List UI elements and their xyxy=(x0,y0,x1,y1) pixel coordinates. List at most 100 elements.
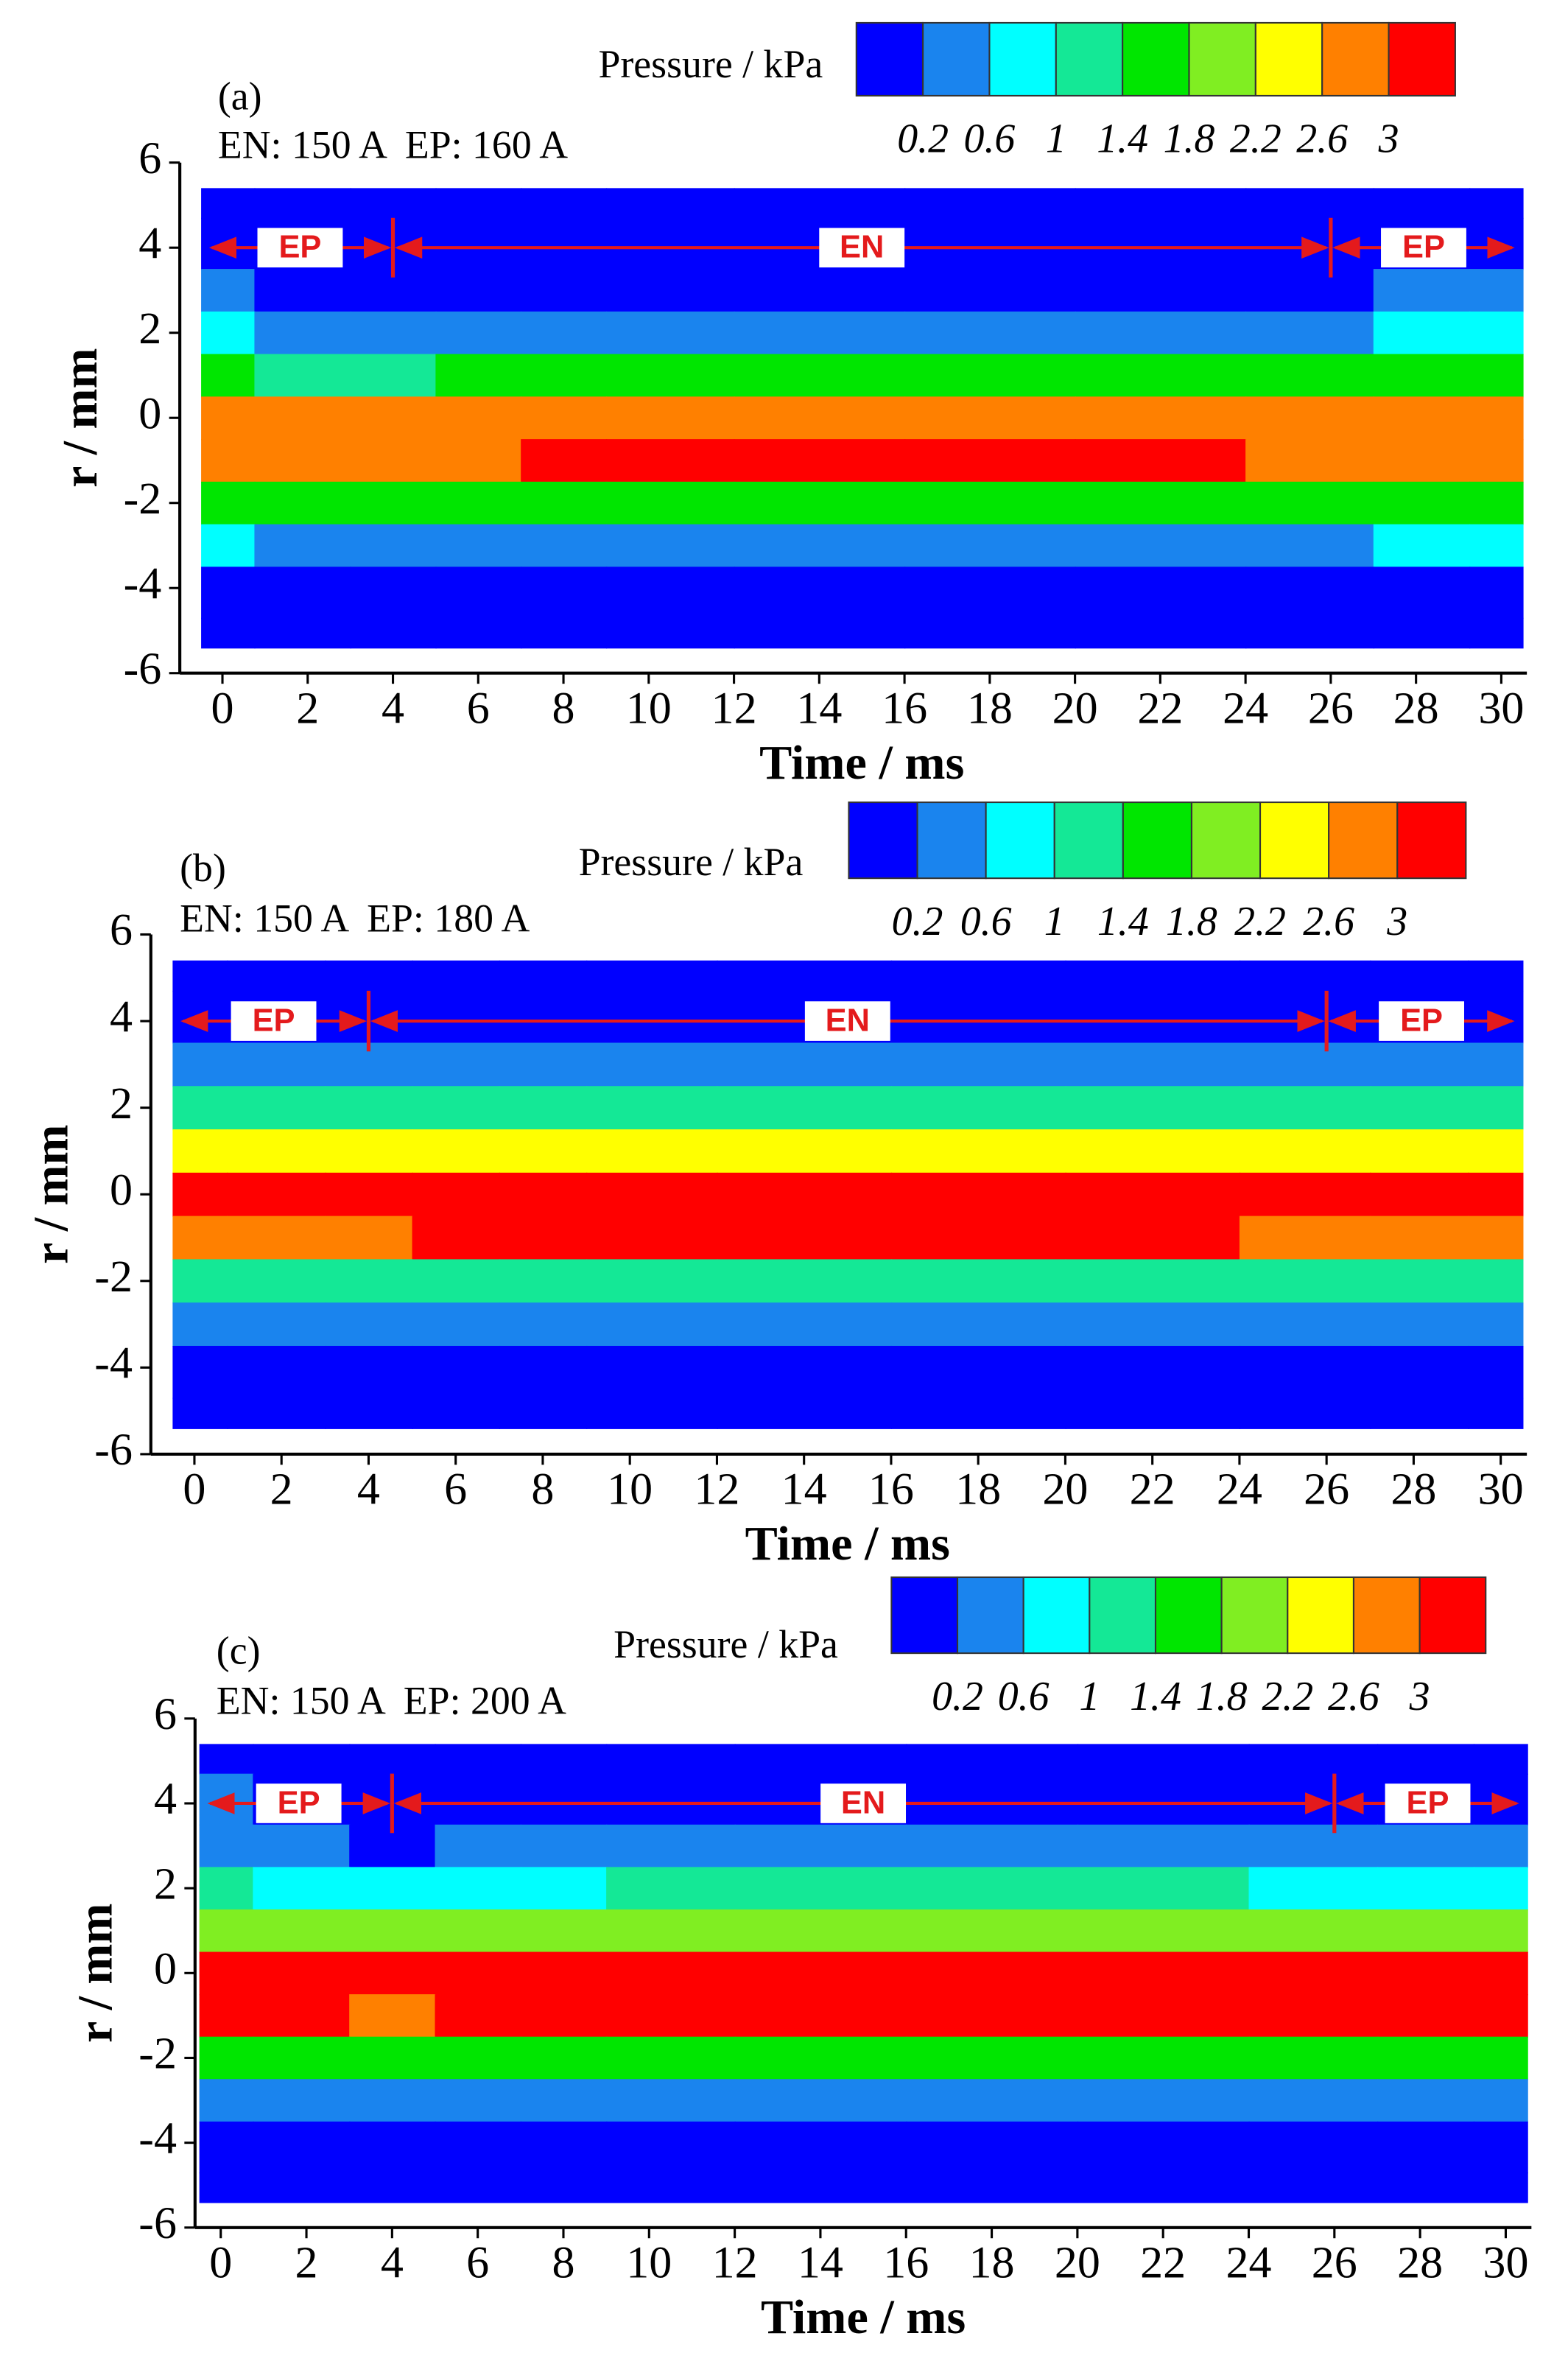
colorbar-swatch xyxy=(988,21,1057,97)
x-tick-label: 8 xyxy=(552,2238,574,2288)
heatmap-cell xyxy=(1239,1216,1371,1260)
heatmap-cell xyxy=(734,1867,907,1911)
heatmap-cell xyxy=(1248,1824,1379,1868)
heatmap-cell xyxy=(734,311,906,355)
heatmap-cell xyxy=(201,217,256,270)
heatmap-cell xyxy=(227,1172,326,1217)
heatmap-cell xyxy=(499,1042,588,1087)
heatmap-cell xyxy=(412,1042,501,1087)
x-tick-label: 16 xyxy=(882,684,927,734)
colorbar-swatch xyxy=(1321,21,1390,97)
heatmap-cell xyxy=(325,1397,413,1429)
x-tick-label: 20 xyxy=(1042,1465,1088,1515)
heatmap-cell xyxy=(906,2079,1079,2123)
heatmap-cell xyxy=(605,354,735,398)
heatmap-cell xyxy=(606,1744,736,1775)
x-tick-label: 24 xyxy=(1223,684,1268,734)
heatmap-cell xyxy=(734,1824,907,1868)
heatmap-cell xyxy=(1373,396,1471,441)
heatmap-cell xyxy=(1469,396,1524,441)
heatmap-cell xyxy=(253,1744,351,1775)
y-tick-label: 0 xyxy=(110,1165,133,1215)
colorbar-tick-label: 2.2 xyxy=(1234,899,1286,944)
x-tick-label: 28 xyxy=(1393,684,1439,734)
y-tick-label: 6 xyxy=(138,133,161,183)
heatmap-cell xyxy=(199,1773,254,1826)
colorbar-swatch xyxy=(848,802,918,880)
heatmap-cell xyxy=(521,567,608,619)
y-tick-label: -6 xyxy=(138,2198,177,2248)
heatmap-cell xyxy=(201,439,256,483)
heatmap-cell xyxy=(1065,1086,1241,1131)
heatmap-cell xyxy=(412,1086,501,1131)
phase-label: EP xyxy=(278,230,321,265)
heatmap-cell xyxy=(349,2036,436,2080)
heatmap-cell xyxy=(1077,1994,1250,2038)
colorbar-swatch xyxy=(1022,1576,1091,1655)
heatmap-cell xyxy=(201,524,256,568)
colorbar-tick-label: 2.6 xyxy=(1303,899,1354,944)
heatmap-cell xyxy=(606,2079,736,2123)
heatmap-cell xyxy=(734,524,906,568)
heatmap-cell xyxy=(254,567,351,619)
heatmap-cell xyxy=(734,567,906,619)
heatmap-cell xyxy=(890,1042,1066,1087)
heatmap-cell xyxy=(734,2121,907,2174)
heatmap-cell xyxy=(227,1345,326,1399)
heatmap-cell xyxy=(499,1345,588,1399)
phase-label-box xyxy=(257,228,343,268)
x-tick-label: 18 xyxy=(969,2238,1015,2288)
heatmap-cell xyxy=(253,1994,351,2038)
x-tick-label: 30 xyxy=(1478,1465,1524,1515)
heatmap-cell xyxy=(1468,1042,1524,1087)
colorbar-tick-label: 1 xyxy=(1079,1674,1100,1719)
heatmap-cell xyxy=(201,617,256,649)
x-tick-label: 0 xyxy=(183,1465,205,1515)
phase-label: EN xyxy=(826,1003,870,1039)
heatmap-cell xyxy=(717,1042,893,1087)
heatmap-cell xyxy=(325,1345,413,1399)
heatmap-cell xyxy=(435,311,522,355)
heatmap-cell xyxy=(1065,1129,1241,1174)
heatmap-cell xyxy=(201,396,256,441)
x-tick-label: 24 xyxy=(1217,1465,1262,1515)
heatmap-cell xyxy=(1473,1867,1528,1911)
x-tick-label: 14 xyxy=(781,1465,827,1515)
heatmap-cell xyxy=(325,1216,413,1260)
colorbar-tick-label: 1.8 xyxy=(1166,899,1217,944)
heatmap-cell xyxy=(906,2172,1079,2203)
y-tick-label: -2 xyxy=(138,2029,177,2079)
heatmap-cell xyxy=(521,188,608,220)
heatmap-cell xyxy=(890,1086,1066,1131)
x-tick-label: 10 xyxy=(626,684,672,734)
heatmap-cell xyxy=(1248,1867,1379,1911)
colorbar-tick-label: 1.4 xyxy=(1097,899,1149,944)
heatmap-cell xyxy=(253,1909,351,1953)
x-tick-label: 2 xyxy=(270,1465,293,1515)
heatmap-cell xyxy=(499,1397,588,1429)
heatmap-cell xyxy=(350,524,437,568)
y-tick-label: 4 xyxy=(138,218,161,268)
heatmap-cell xyxy=(1245,269,1375,313)
heatmap-cell xyxy=(1248,1744,1379,1775)
heatmap-cell xyxy=(172,1042,228,1087)
heatmap-cell xyxy=(199,2036,254,2080)
heatmap-cell xyxy=(1248,1994,1379,2038)
x-tick-label: 30 xyxy=(1483,2238,1528,2288)
heatmap-cell xyxy=(199,1909,254,1953)
colorbar-tick-label: 0.6 xyxy=(998,1674,1050,1719)
heatmap-cell xyxy=(1245,217,1375,270)
heatmap-cell xyxy=(1248,1773,1379,1826)
heatmap-cell xyxy=(586,1345,718,1399)
x-tick-label: 24 xyxy=(1226,2238,1271,2288)
heatmap-cell xyxy=(1370,1129,1469,1174)
y-tick-label: 6 xyxy=(110,905,133,955)
heatmap-cell xyxy=(1469,524,1524,568)
colorbar-tick-label: 1.4 xyxy=(1097,116,1148,162)
heatmap-cell xyxy=(1248,2036,1379,2080)
heatmap-cell xyxy=(412,1172,501,1217)
panel-subtitle: EN: 150 A EP: 200 A xyxy=(217,1679,566,1723)
x-tick-label: 12 xyxy=(712,2238,758,2288)
heatmap-cell xyxy=(253,2079,351,2123)
